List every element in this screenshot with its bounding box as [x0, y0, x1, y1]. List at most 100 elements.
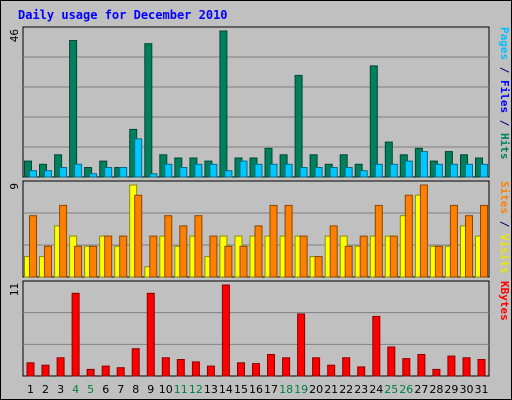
bar-kbytes-day-12: [191, 361, 200, 377]
legend-part-0: Pages: [498, 27, 511, 60]
legend-part-4: Hits: [498, 133, 511, 160]
legend-part-3: /: [498, 113, 511, 133]
bar-kbytes-day-6: [101, 365, 110, 377]
panel-kbytes-legend-label: KBytes: [498, 281, 511, 321]
bar-files-day-23: [359, 170, 368, 178]
bar-files-day-26: [404, 160, 413, 178]
bar-sites-day-2: [44, 245, 52, 278]
x-tick-day-27: 27: [414, 383, 428, 396]
bar-hits-day-4: [69, 40, 78, 178]
bar-kbytes-day-15: [237, 362, 245, 377]
bar-sites-day-30: [465, 215, 473, 278]
bar-files-day-1: [29, 170, 37, 178]
bar-hits-day-22: [339, 154, 348, 178]
bar-kbytes-day-2: [41, 364, 50, 377]
bar-kbytes-day-13: [206, 365, 215, 377]
panel-visits-scale-label: 9: [8, 183, 21, 190]
bar-sites-day-12: [194, 215, 203, 278]
bar-hits-day-25: [384, 141, 393, 178]
bar-files-day-24: [374, 163, 383, 178]
x-tick-day-28: 28: [429, 383, 443, 396]
legend-part-1: /: [498, 214, 511, 234]
bar-files-day-29: [449, 163, 458, 178]
bar-sites-day-1: [29, 215, 37, 278]
x-tick-day-29: 29: [444, 383, 458, 396]
bar-files-day-3: [59, 167, 68, 178]
bar-files-day-27: [419, 151, 428, 178]
bar-sites-day-23: [359, 235, 368, 278]
x-tick-day-4: 4: [72, 383, 79, 396]
bar-kbytes-day-23: [357, 366, 366, 377]
bar-kbytes-day-31: [477, 359, 486, 377]
bar-kbytes-day-28: [432, 368, 441, 377]
bar-sites-day-20: [314, 256, 323, 278]
bar-hits-day-17: [264, 147, 273, 178]
x-axis-day-labels: 1 2 3 4 5 6 7 8 9 10 11 12 13 14 15 16 17 18 19 20 21 22 23 24 2…: [27, 383, 489, 396]
bar-kbytes-day-17: [267, 354, 275, 377]
bar-sites-day-26: [404, 194, 413, 278]
bar-kbytes-day-29: [447, 355, 456, 377]
bar-kbytes-day-4: [71, 292, 80, 377]
bar-kbytes-day-11: [176, 359, 185, 377]
bar-sites-day-21: [329, 225, 338, 278]
bar-files-day-19: [299, 167, 308, 178]
bar-files-day-10: [164, 163, 173, 178]
bar-files-day-5: [89, 173, 98, 178]
panel-hits-frame: [22, 26, 490, 178]
bar-files-day-20: [314, 167, 323, 178]
x-tick-day-31: 31: [475, 383, 489, 396]
bar-files-day-12: [194, 163, 203, 178]
bar-kbytes-day-18: [282, 357, 291, 377]
bar-files-day-25: [389, 163, 398, 178]
bar-sites-day-19: [299, 235, 308, 278]
x-tick-day-21: 21: [324, 383, 338, 396]
chart-title: Daily usage for December 2010: [18, 8, 228, 22]
bar-sites-day-22: [344, 245, 353, 278]
bar-kbytes-day-22: [342, 357, 351, 377]
bar-sites-day-17: [269, 204, 278, 278]
panel-visits: 9 Sites / Visits: [8, 180, 511, 278]
bar-hits-day-14: [219, 30, 228, 178]
x-tick-day-13: 13: [204, 383, 218, 396]
x-tick-day-2: 2: [42, 383, 49, 396]
x-tick-day-11: 11: [174, 383, 188, 396]
bar-files-day-13: [209, 163, 218, 178]
series-kbytes: [26, 284, 486, 377]
x-tick-day-10: 10: [159, 383, 173, 396]
bar-sites-day-16: [254, 225, 263, 278]
panel-hits-scale-label: 46: [8, 29, 21, 42]
bar-files-day-2: [44, 170, 52, 178]
x-tick-day-6: 6: [102, 383, 109, 396]
bar-sites-day-25: [389, 235, 398, 278]
x-tick-day-7: 7: [117, 383, 124, 396]
x-tick-day-5: 5: [87, 383, 94, 396]
legend-part-2: Visits: [498, 234, 511, 274]
x-tick-day-1: 1: [27, 383, 34, 396]
bar-files-day-6: [104, 167, 113, 178]
bar-hits-day-1: [24, 160, 32, 178]
legend-part-0: Sites: [498, 181, 511, 214]
bar-sites-day-29: [449, 204, 458, 278]
series-hits: [24, 30, 483, 178]
chart-panels: 46 Pages / Files / Hits 9 Sites / Visits 11 K…: [8, 26, 511, 377]
legend-part-2: Files: [498, 80, 511, 113]
bar-sites-day-14: [224, 245, 233, 278]
bar-sites-day-18: [284, 204, 293, 278]
bar-sites-day-6: [104, 235, 113, 278]
bar-files-day-21: [329, 167, 338, 178]
bar-kbytes-day-19: [297, 313, 306, 377]
bar-sites-day-5: [89, 245, 98, 278]
bar-sites-day-24: [374, 204, 383, 278]
x-tick-day-19: 19: [294, 383, 308, 396]
x-tick-day-18: 18: [279, 383, 293, 396]
bar-files-day-28: [434, 163, 443, 178]
bar-kbytes-day-25: [387, 346, 396, 377]
bar-kbytes-day-26: [402, 358, 411, 377]
bar-sites-day-27: [419, 184, 428, 278]
bar-hits-day-19: [294, 74, 303, 178]
bar-files-day-18: [284, 163, 293, 178]
bar-kbytes-day-9: [146, 292, 155, 377]
bar-hits-day-24: [369, 65, 378, 178]
bar-hits-day-20: [309, 154, 318, 178]
